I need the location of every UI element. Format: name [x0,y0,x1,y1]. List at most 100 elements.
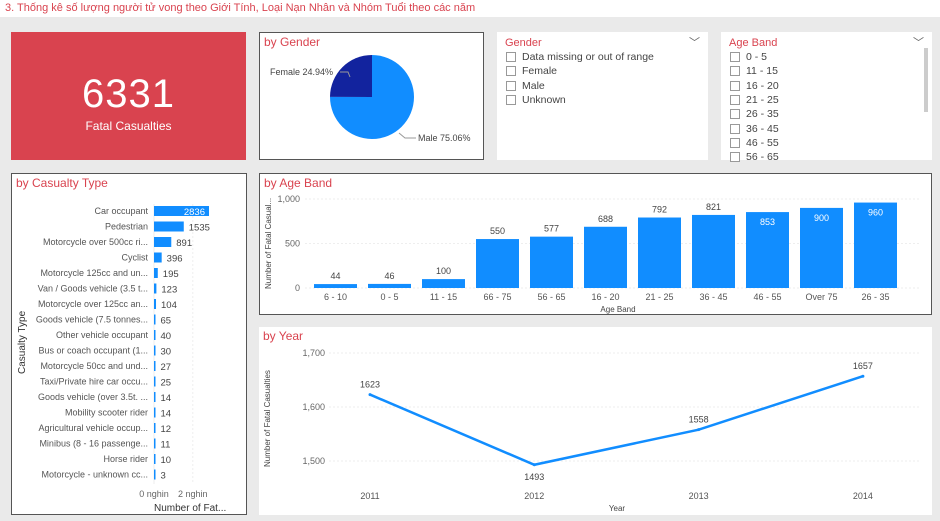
slicer-option[interactable]: 56 - 65 [730,151,779,163]
bar[interactable] [154,469,156,480]
bar[interactable] [368,283,411,288]
slicer-option[interactable]: Data missing or out of range [506,51,654,63]
bar[interactable] [154,407,156,418]
option-label: 36 - 45 [746,122,779,135]
slicer-option[interactable]: 26 - 35 [730,108,779,120]
slicer-option[interactable]: 36 - 45 [730,123,779,135]
gender-pie-chart[interactable]: Female 24.94% Male 75.06% [260,33,485,161]
bar[interactable] [154,283,157,294]
checkbox[interactable] [506,94,516,105]
casualty-type-bar-chart[interactable]: Car occupant 2836 Pedestrian 1535 Motorcycle… [12,174,248,516]
slicer-option[interactable]: Female [506,65,557,77]
checkbox[interactable] [506,80,516,91]
data-point[interactable] [697,428,701,432]
bar[interactable] [154,237,172,247]
bar[interactable] [422,279,465,288]
bar[interactable] [314,284,357,288]
x-tick: 0 - 5 [380,292,398,302]
bar[interactable] [854,202,897,288]
y-tick: 1,000 [277,194,300,204]
option-label: Data missing or out of range [522,51,654,63]
slicer-option[interactable]: Unknown [506,94,566,106]
slicer-option[interactable]: 46 - 55 [730,137,779,149]
x-tick: 0 nghin [139,489,169,499]
data-label: 1623 [360,380,380,390]
data-label: 396 [167,254,183,265]
bar[interactable] [154,330,156,340]
pie-slice-female[interactable] [330,55,372,97]
bar[interactable] [638,217,681,288]
scrollbar[interactable] [924,48,928,112]
data-label: 14 [161,393,172,404]
checkbox[interactable] [730,109,740,120]
option-label: Male [522,79,545,92]
x-axis-title: Year [609,504,626,513]
checkbox[interactable] [506,66,516,77]
bar[interactable] [584,226,627,288]
category-label: Goods vehicle (over 3.5t. ... [38,392,148,402]
y-axis-title: Number of Fatal Casual... [264,198,273,289]
slicer-option[interactable]: 21 - 25 [730,94,779,106]
bar[interactable] [154,345,156,356]
age-band-slicer[interactable]: Age Band ﹀ 0 - 5 11 - 15 16 - 20 21 - 25 26 … [721,32,932,163]
checkbox[interactable] [730,123,740,134]
bar[interactable] [530,236,573,288]
year-line-chart[interactable]: 1,500 1,600 1,700 1623 2011 1493 2012 1558 2013 1… [259,327,932,515]
bar[interactable] [154,299,157,309]
category-label: Horse rider [103,454,148,464]
checkbox[interactable] [730,80,740,91]
category-label: Motorcycle 50cc and und... [40,361,148,371]
bar[interactable] [154,423,156,433]
checkbox[interactable] [730,52,740,62]
bar[interactable] [154,454,156,464]
age-band-bar-chart[interactable]: 0 500 1,000 44 6 - 10 46 0 - 5 100 11 - 15 550 66 … [260,174,933,316]
bar[interactable] [154,376,156,387]
checkbox[interactable] [730,66,740,77]
chart-title: by Casualty Type [16,176,108,190]
data-point[interactable] [861,374,865,378]
category-label: Motorcycle over 500cc ri... [43,237,148,247]
slicer-option[interactable]: 0 - 5 [730,51,767,63]
bar[interactable] [154,252,162,263]
slicer-option[interactable]: 11 - 15 [730,65,778,77]
x-tick: 2 nghin [178,489,208,499]
data-point[interactable] [368,393,372,397]
leader-line[interactable] [340,71,351,78]
bar[interactable] [154,221,184,232]
bar[interactable] [692,214,735,288]
bar[interactable] [154,361,156,371]
checkbox[interactable] [730,94,740,105]
bar[interactable] [154,268,158,278]
slicer-option[interactable]: Male [506,80,545,92]
category-label: Motorcycle - unknown cc... [41,470,148,480]
checkbox[interactable] [506,52,516,62]
chevron-down-icon[interactable]: ﹀ [913,37,924,49]
bar[interactable] [154,392,156,402]
bar[interactable] [746,212,789,288]
gender-pie-card[interactable]: by Gender Female 24.94% Male 75.06% [259,32,484,160]
x-axis-title: Number of Fat... [154,503,226,514]
bar[interactable] [800,207,843,288]
age-band-card[interactable]: by Age Band 0 500 1,000 44 6 - 10 46 0 - 5 100 1… [259,173,932,315]
bar[interactable] [154,314,156,325]
series-line[interactable] [369,375,864,467]
casualty-type-card[interactable]: by Casualty Type Car occupant 2836 Pedestr… [11,173,247,515]
option-label: 46 - 55 [746,136,779,149]
leader-line[interactable] [398,132,416,139]
slicer-option[interactable]: 16 - 20 [730,80,779,92]
bar[interactable] [154,206,209,216]
slicer-title: Age Band [729,37,778,49]
bar[interactable] [476,239,519,288]
checkbox[interactable] [730,152,740,163]
gender-slicer[interactable]: Gender ﹀ Data missing or out of range Fem… [497,32,708,160]
bar[interactable] [154,438,156,449]
y-tick: 1,500 [302,456,325,466]
year-card[interactable]: by Year 1,500 1,600 1,700 1623 2011 1493 2012 1… [259,327,932,515]
data-label: 123 [161,285,177,296]
chart-title: by Gender [264,35,321,49]
data-point[interactable] [532,463,536,467]
checkbox[interactable] [730,137,740,148]
x-tick: 6 - 10 [324,292,347,302]
x-tick: 46 - 55 [753,292,781,302]
chevron-down-icon[interactable]: ﹀ [689,37,700,49]
